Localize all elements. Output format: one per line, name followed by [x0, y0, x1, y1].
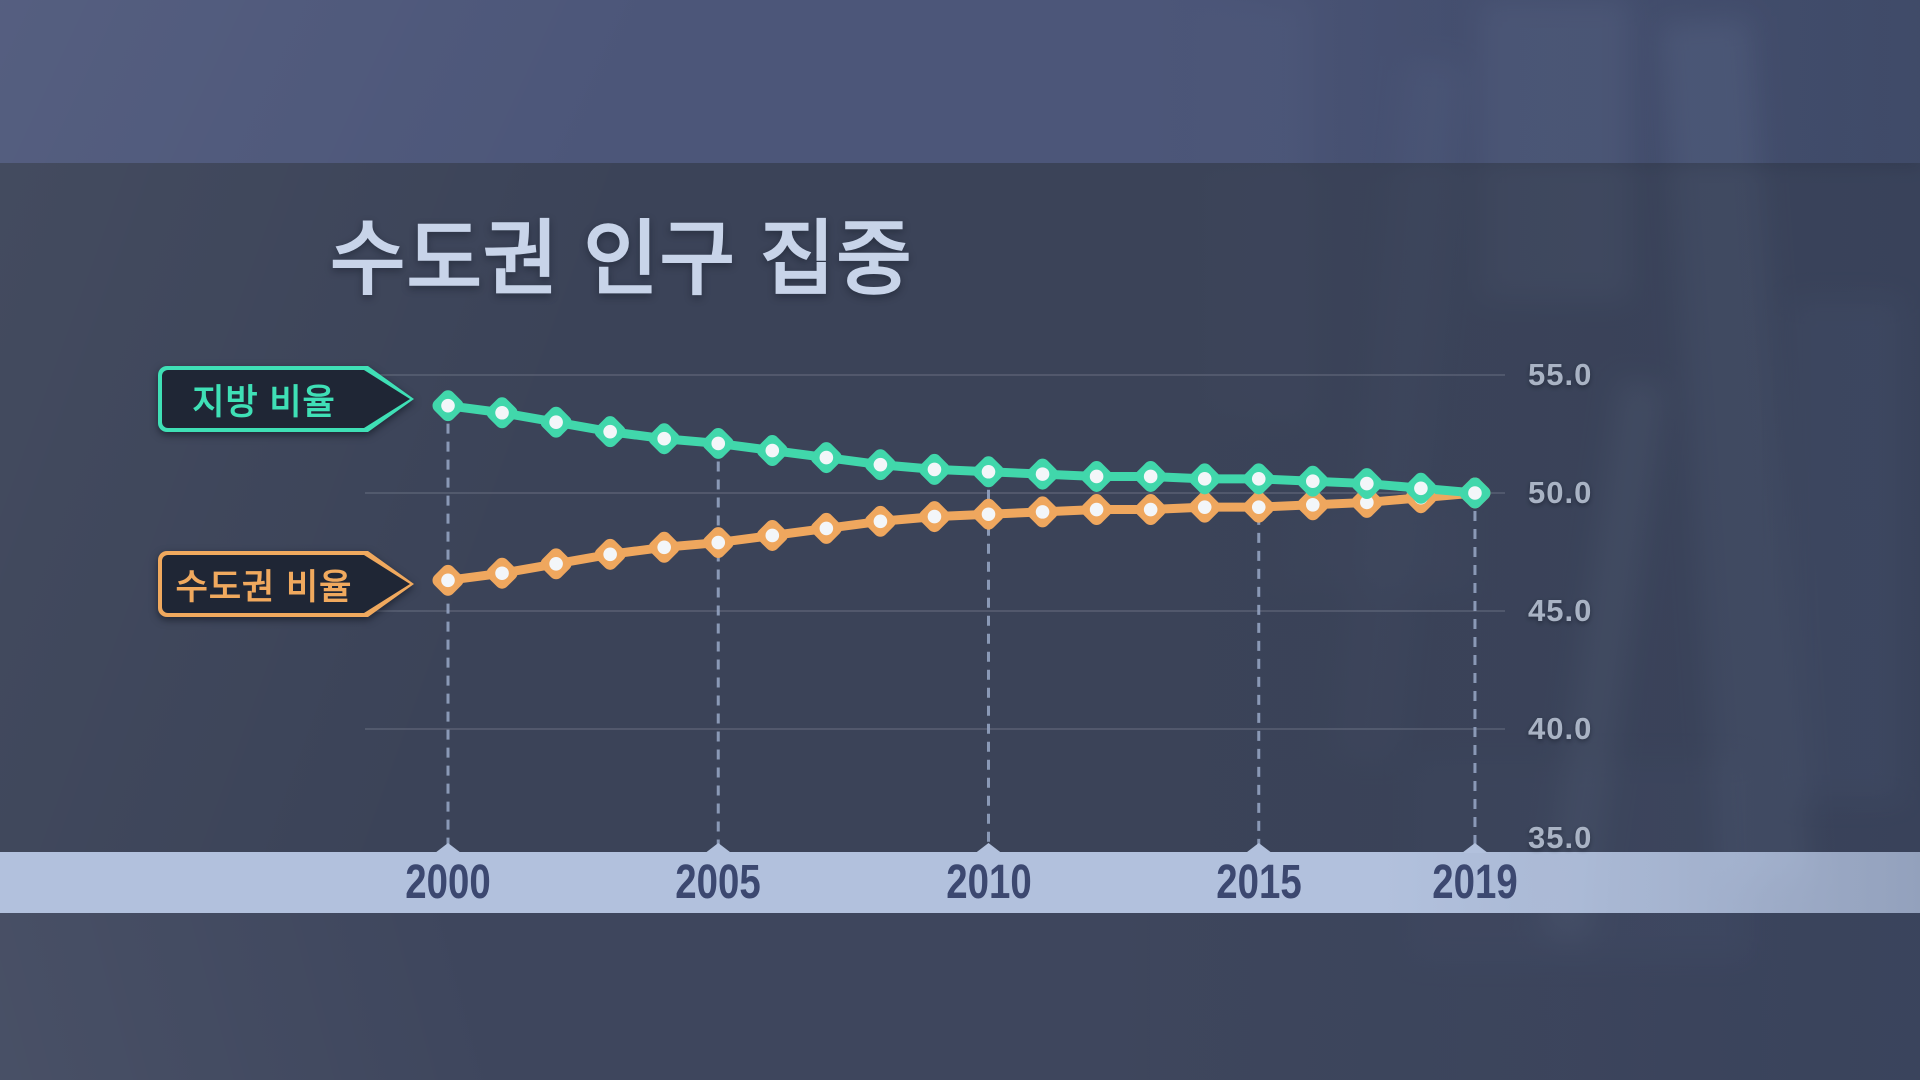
data-marker-center [1089, 469, 1104, 484]
axis-notch-2005 [705, 843, 732, 853]
data-marker-center [1251, 472, 1266, 486]
chart-panel [0, 163, 1920, 852]
data-marker-center [1251, 500, 1266, 514]
data-marker-center [927, 509, 942, 524]
x-axis-label-2005: 2005 [675, 856, 761, 909]
axis-notch-2010 [975, 843, 1002, 853]
data-marker-center [441, 398, 455, 413]
data-marker-center [1306, 474, 1320, 489]
legend-metro-label: 수도권 비율 [175, 567, 353, 607]
data-marker-center [1035, 505, 1050, 519]
legend-local-label: 지방 비율 [192, 382, 336, 422]
axis-notch-2015 [1245, 843, 1272, 853]
data-marker-center [1414, 481, 1428, 496]
data-marker-center [873, 514, 888, 529]
x-axis-label-2019: 2019 [1432, 856, 1518, 909]
y-axis-label-45.0: 45.0 [1528, 593, 1593, 628]
data-marker-center [495, 566, 509, 581]
data-marker-center [603, 547, 617, 562]
legend-arrow-fill [162, 555, 410, 613]
data-marker-center [495, 405, 509, 420]
x-axis-label-2000: 2000 [405, 856, 491, 909]
data-marker-center [1143, 502, 1158, 517]
y-axis-label-40.0: 40.0 [1528, 711, 1593, 746]
x-axis-band [0, 852, 1920, 913]
y-axis-label-55.0: 55.0 [1528, 357, 1593, 392]
data-marker-center [657, 540, 671, 555]
data-marker-center [657, 431, 671, 446]
x-axis-label-2015: 2015 [1216, 856, 1302, 909]
data-marker-center [981, 507, 996, 522]
bottom-band [0, 913, 1920, 1080]
data-marker-center [711, 535, 726, 550]
data-marker-center [549, 557, 563, 571]
legend-metro-ratio: 수도권 비율 [158, 551, 414, 617]
data-marker-center [981, 464, 996, 479]
data-marker-center [1089, 502, 1104, 517]
legend-arrow-fill [162, 370, 410, 428]
data-marker-center [765, 528, 780, 543]
y-axis-label-35.0: 35.0 [1528, 820, 1593, 855]
axis-notch-2019 [1461, 843, 1488, 853]
data-marker-center [603, 424, 617, 439]
data-marker-center [819, 450, 834, 465]
y-axis-label-50.0: 50.0 [1528, 475, 1593, 510]
x-axis-label-2010: 2010 [945, 856, 1032, 909]
data-marker-center [873, 457, 888, 472]
legend-local-ratio: 지방 비율 [158, 366, 414, 432]
data-marker-center [441, 573, 455, 588]
data-marker-center [765, 443, 780, 458]
axis-notch-2000 [435, 843, 461, 853]
data-marker-center [1035, 467, 1050, 481]
data-marker-center [1197, 500, 1212, 514]
data-marker-center [1197, 472, 1212, 486]
data-marker-center [711, 436, 726, 451]
chart-title: 수도권 인구 집중 [330, 214, 913, 305]
data-marker-center [1360, 476, 1374, 491]
top-band [0, 0, 1920, 163]
data-marker-center [1360, 495, 1374, 510]
data-marker-center [1143, 469, 1158, 484]
data-marker-center [1468, 486, 1482, 500]
data-marker-center [1306, 498, 1320, 512]
data-marker-center [549, 415, 563, 430]
data-marker-center [819, 521, 834, 536]
data-marker-center [927, 462, 942, 477]
